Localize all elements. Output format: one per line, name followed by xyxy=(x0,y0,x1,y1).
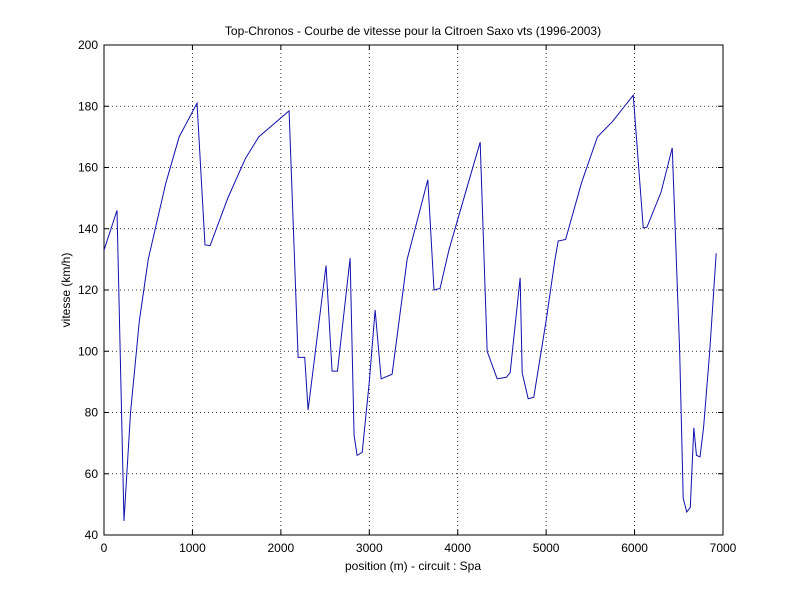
speed-line xyxy=(103,93,717,521)
y-axis-label: vitesse (km/h) xyxy=(59,253,73,328)
x-tick-label: 5000 xyxy=(533,541,560,555)
x-tick-label: 6000 xyxy=(621,541,648,555)
x-tick-label: 0 xyxy=(101,541,108,555)
x-tick-label: 4000 xyxy=(444,541,471,555)
y-tick-label: 100 xyxy=(78,344,98,358)
x-tick-label: 7000 xyxy=(710,541,737,555)
y-tick-label: 80 xyxy=(85,406,99,420)
y-tick-label: 160 xyxy=(78,161,98,175)
y-tick-label: 140 xyxy=(78,222,98,236)
y-tick-label: 180 xyxy=(78,99,98,113)
plot-area xyxy=(104,45,723,535)
chart-title: Top-Chronos - Courbe de vitesse pour la … xyxy=(225,24,601,38)
y-tick-label: 120 xyxy=(78,283,98,297)
x-axis-label: position (m) - circuit : Spa xyxy=(345,559,481,573)
x-tick-label: 3000 xyxy=(356,541,383,555)
y-tick-label: 200 xyxy=(78,38,98,52)
y-tick-label: 40 xyxy=(85,528,99,542)
axes-box xyxy=(103,44,724,536)
y-tick-label: 60 xyxy=(85,467,99,481)
x-tick-label: 1000 xyxy=(179,541,206,555)
x-tick-label: 2000 xyxy=(268,541,295,555)
